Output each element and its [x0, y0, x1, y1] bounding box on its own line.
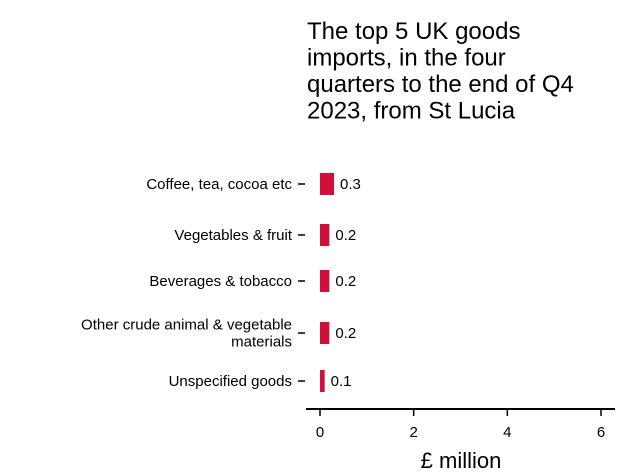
bar — [320, 270, 330, 292]
category-label: materials — [231, 334, 292, 351]
bars: 0.3 0.2 0.2 0.2 0.1 — [320, 173, 361, 392]
chart-title-line: imports, in the four — [307, 45, 506, 72]
chart-title-line: The top 5 UK goods — [307, 18, 520, 45]
value-label: 0.2 — [335, 227, 356, 244]
x-tick-label: 4 — [503, 424, 511, 441]
value-label: 0.2 — [335, 273, 356, 290]
value-label: 0.2 — [335, 325, 356, 342]
x-tick-label: 2 — [409, 424, 417, 441]
bar — [320, 224, 330, 246]
category-label: Unspecified goods — [169, 373, 292, 390]
x-tick-label: 6 — [597, 424, 605, 441]
category-label: Beverages & tobacco — [149, 273, 292, 290]
bar — [320, 173, 335, 195]
category-label: Coffee, tea, cocoa etc — [146, 176, 292, 193]
x-axis: 0 2 4 6 — [306, 408, 615, 441]
bar — [320, 322, 330, 344]
value-label: 0.1 — [331, 373, 352, 390]
category-label: Vegetables & fruit — [174, 227, 292, 244]
value-label: 0.3 — [340, 176, 361, 193]
bar — [320, 370, 325, 392]
category-labels: Coffee, tea, cocoa etc Vegetables & fruit… — [81, 176, 305, 390]
chart-title-line: 2023, from St Lucia — [307, 98, 516, 125]
category-label: Other crude animal & vegetable — [81, 317, 292, 334]
x-axis-title: £ million — [421, 448, 502, 472]
x-tick-label: 0 — [316, 424, 324, 441]
chart-title-line: quarters to the end of Q4 — [307, 71, 574, 98]
